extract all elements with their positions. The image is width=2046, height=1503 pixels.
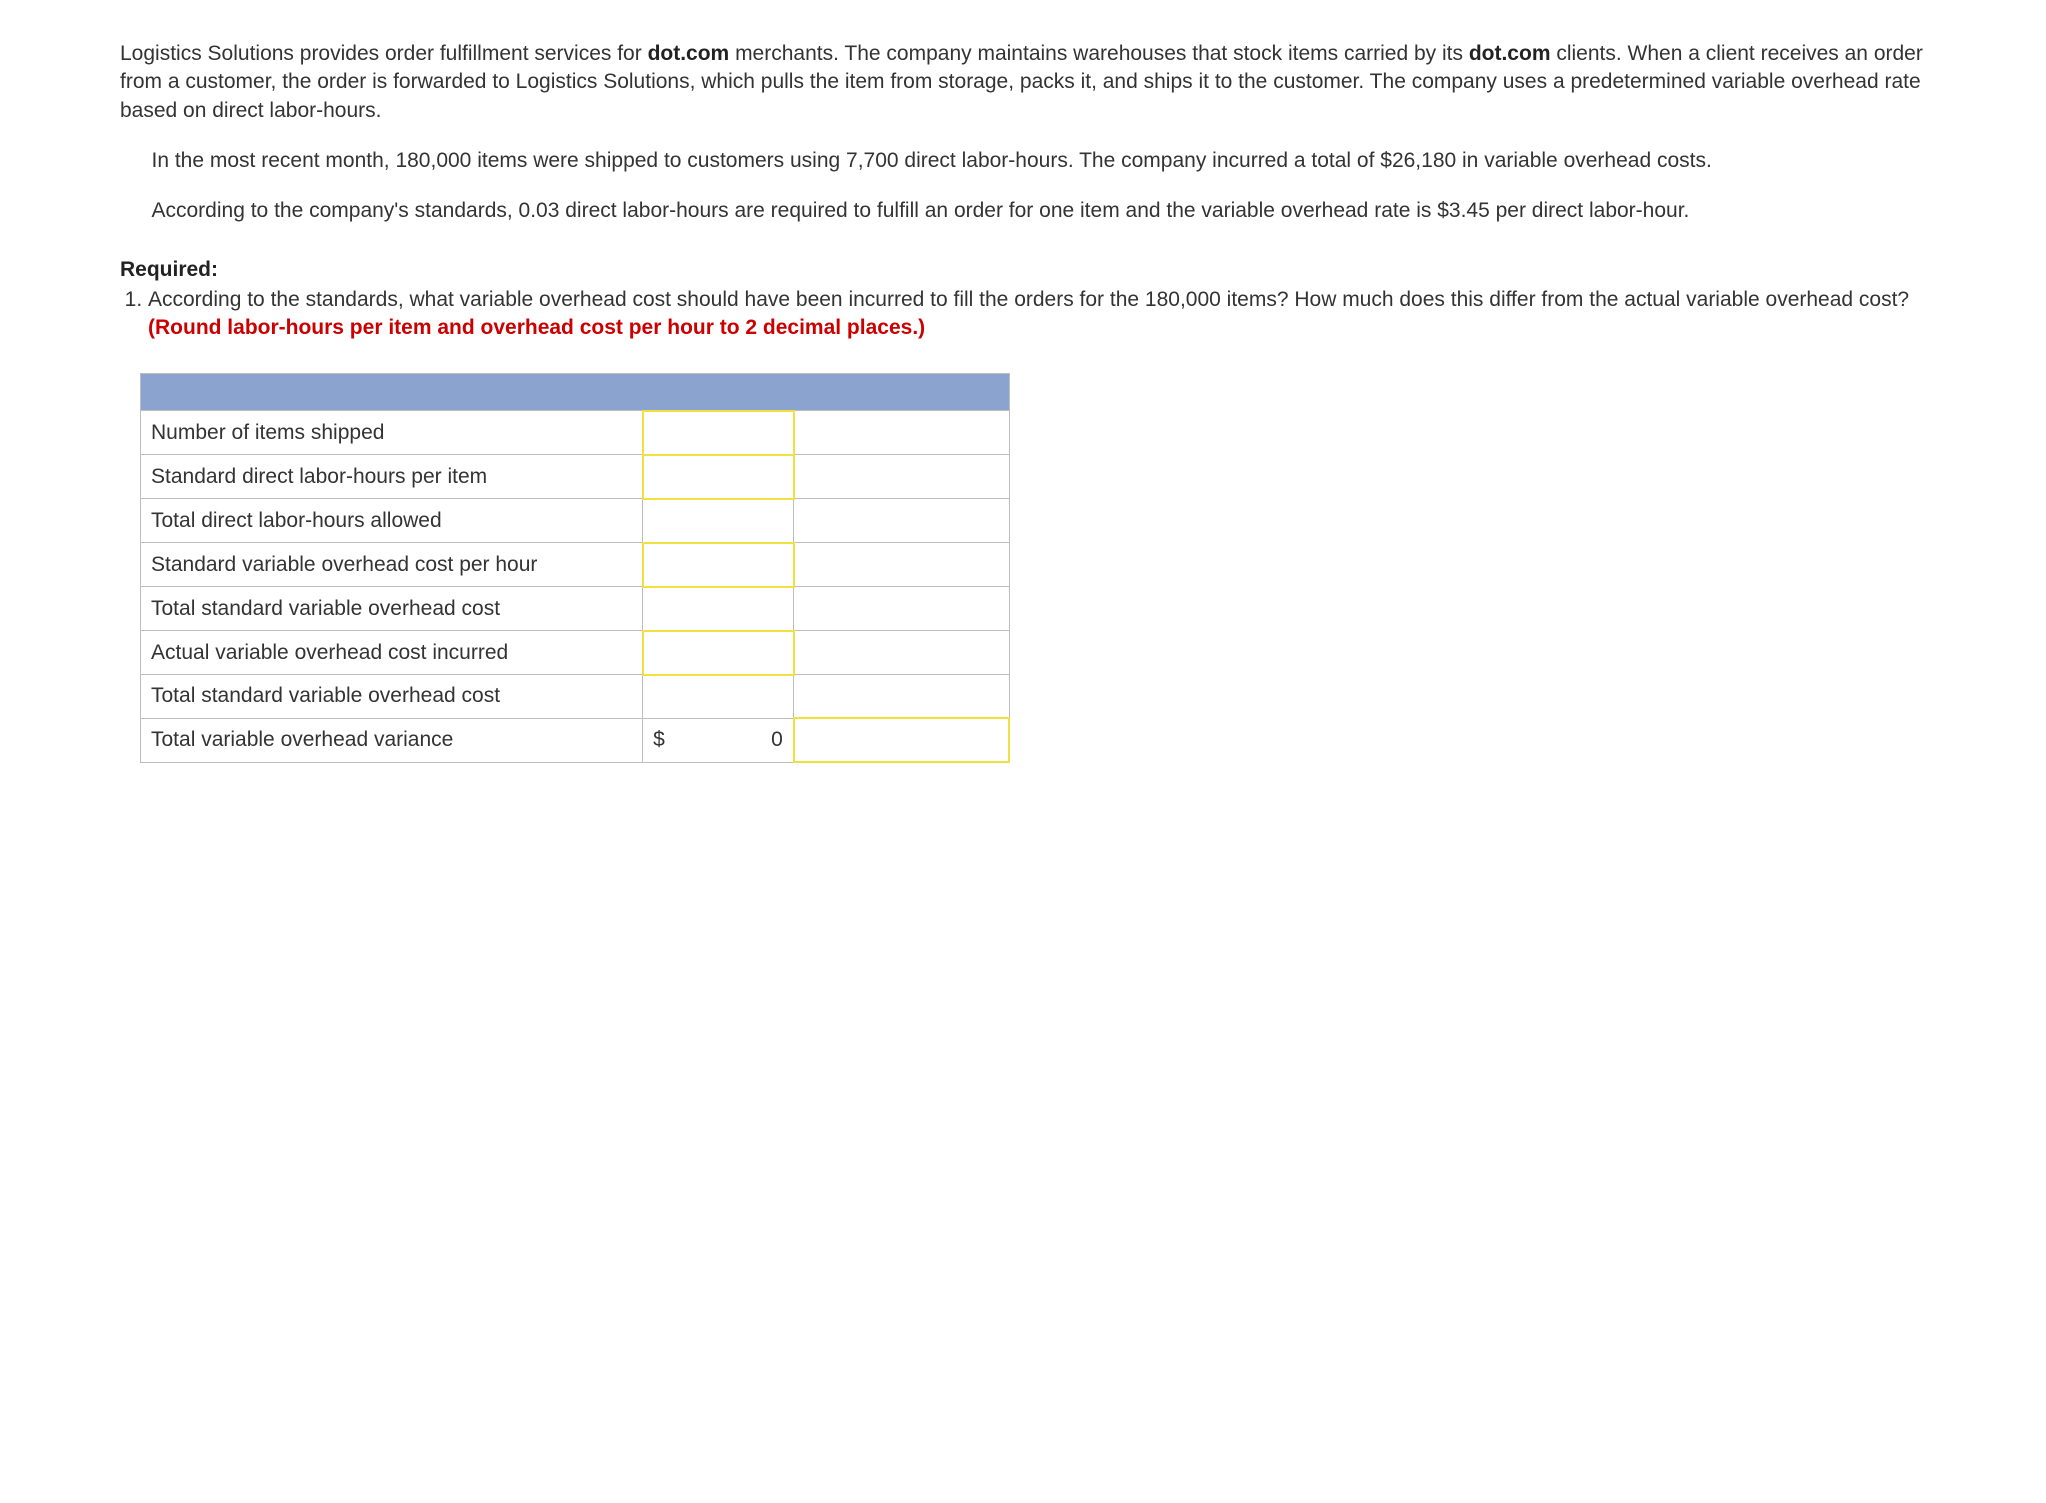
row-input-cell[interactable] <box>643 631 794 675</box>
row-label: Actual variable overhead cost incurred <box>141 631 643 675</box>
row-input-cell[interactable] <box>643 455 794 499</box>
row-label: Standard variable overhead cost per hour <box>141 543 643 587</box>
p1-bold-2: dot.com <box>1469 42 1551 65</box>
table-row: Total standard variable overhead cost <box>141 587 1010 631</box>
required-item-1: According to the standards, what variabl… <box>148 286 1926 343</box>
row-extra-cell <box>794 587 1009 631</box>
row-value: 0 <box>771 726 783 754</box>
table-row: Standard direct labor-hours per item <box>141 455 1010 499</box>
row-label: Total variable overhead variance <box>141 718 643 762</box>
currency-symbol: $ <box>653 726 665 754</box>
row-label: Total standard variable overhead cost <box>141 587 643 631</box>
row-extra-cell <box>794 631 1009 675</box>
row-input-cell[interactable] <box>643 543 794 587</box>
q1-text: According to the standards, what variabl… <box>148 288 1909 311</box>
table-row: Standard variable overhead cost per hour <box>141 543 1010 587</box>
required-heading: Required: <box>120 256 1926 284</box>
row-extra-cell[interactable] <box>794 718 1009 762</box>
row-input-cell[interactable] <box>643 499 794 543</box>
table-row: Number of items shipped <box>141 411 1010 455</box>
table-header-row <box>141 373 1010 411</box>
row-extra-cell <box>794 499 1009 543</box>
problem-statement: Logistics Solutions provides order fulfi… <box>120 40 1926 226</box>
required-list: According to the standards, what variabl… <box>120 286 1926 343</box>
row-input-cell[interactable] <box>643 675 794 719</box>
row-input-cell[interactable]: $0 <box>643 718 794 762</box>
table-row: Total standard variable overhead cost <box>141 675 1010 719</box>
row-extra-cell <box>794 411 1009 455</box>
table-row: Actual variable overhead cost incurred <box>141 631 1010 675</box>
paragraph-1: Logistics Solutions provides order fulfi… <box>120 40 1926 125</box>
p1-text-b: merchants. The company maintains warehou… <box>729 42 1469 65</box>
row-input-cell[interactable] <box>643 411 794 455</box>
row-label: Number of items shipped <box>141 411 643 455</box>
row-label: Total standard variable overhead cost <box>141 675 643 719</box>
table-header-blank <box>141 373 1010 411</box>
paragraph-3: According to the company's standards, 0.… <box>120 197 1926 225</box>
row-extra-cell <box>794 543 1009 587</box>
row-label: Standard direct labor-hours per item <box>141 455 643 499</box>
paragraph-2: In the most recent month, 180,000 items … <box>120 147 1926 175</box>
table-row: Total direct labor-hours allowed <box>141 499 1010 543</box>
row-input-cell[interactable] <box>643 587 794 631</box>
row-extra-cell <box>794 455 1009 499</box>
q1-red-note: (Round labor-hours per item and overhead… <box>148 316 925 339</box>
p1-text-a: Logistics Solutions provides order fulfi… <box>120 42 648 65</box>
p1-bold-1: dot.com <box>648 42 730 65</box>
table-row: Total variable overhead variance$0 <box>141 718 1010 762</box>
row-extra-cell <box>794 675 1009 719</box>
answer-table: Number of items shippedStandard direct l… <box>140 373 1010 764</box>
row-label: Total direct labor-hours allowed <box>141 499 643 543</box>
